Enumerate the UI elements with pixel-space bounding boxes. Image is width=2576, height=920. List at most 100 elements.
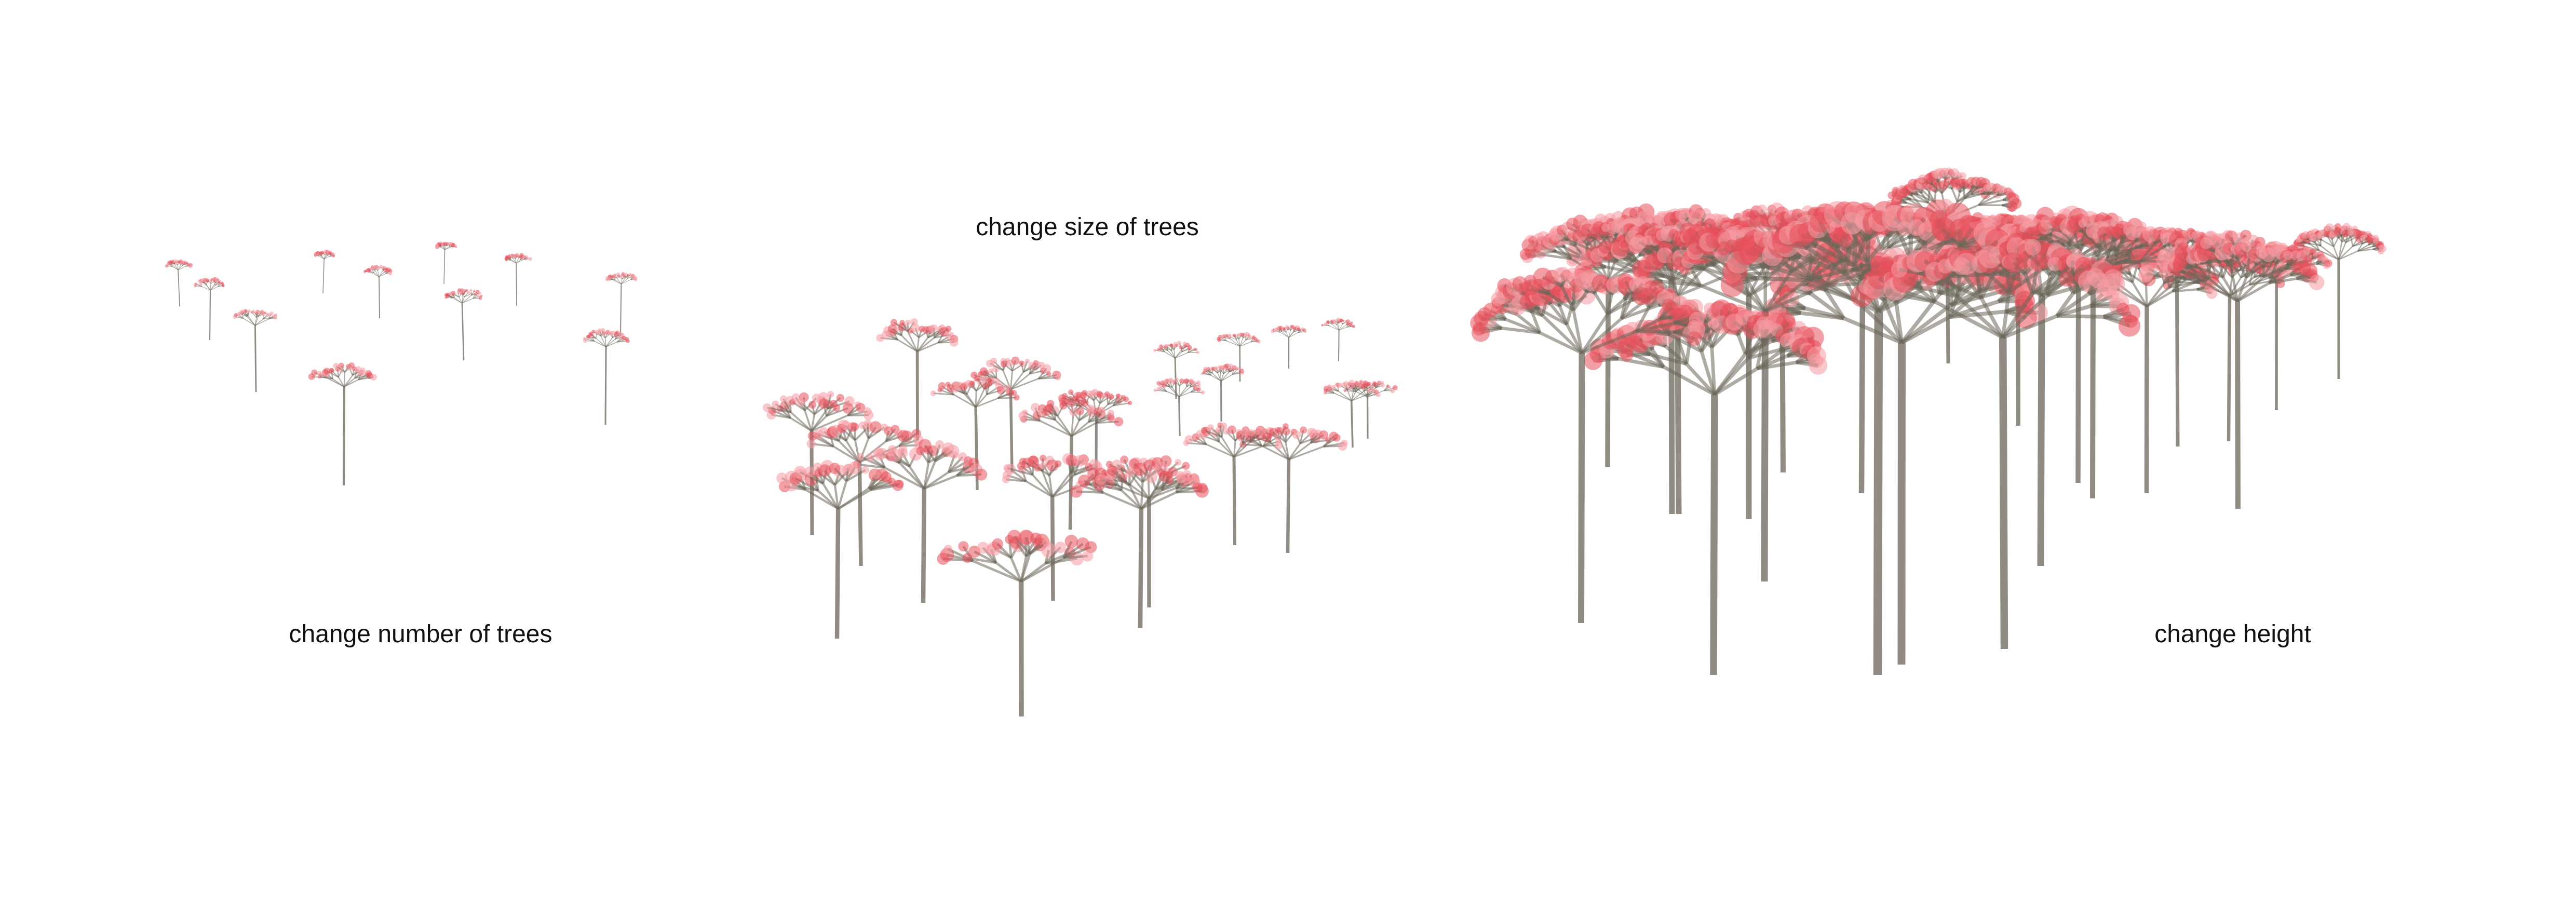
blossom [864,410,874,421]
tree [806,419,924,566]
tree [504,252,532,306]
blossom [1201,427,1208,434]
blossom [1248,335,1252,339]
blossom [1351,384,1355,388]
blossom [255,309,260,314]
blossom [2359,235,2366,241]
blossom [1207,424,1214,431]
blossom [1355,382,1360,387]
blossom [1184,435,1194,444]
trunk [857,462,863,566]
blossom [1375,393,1381,398]
blossom [1380,383,1385,388]
branch [1220,373,1224,382]
blossom [1285,325,1289,329]
blossom [1225,334,1229,337]
trunk [1178,396,1181,437]
branch [1356,391,1368,398]
branch [856,463,885,469]
blossom [455,246,457,248]
blossom [198,281,203,286]
blossom [1007,530,1021,544]
blossom [1348,380,1355,386]
blossom [221,284,225,288]
branch [1071,420,1080,437]
blossom [597,330,602,334]
blossom [617,331,622,335]
branch [254,316,259,326]
blossom [861,466,869,474]
branch [248,316,255,326]
blossom [1236,333,1239,336]
blossom [1233,333,1236,337]
blossom [1022,409,1028,415]
branch [1288,332,1294,338]
blossom [1274,441,1283,450]
blossom [1388,385,1391,389]
branch [377,270,380,277]
branch [1140,482,1144,509]
blossom [510,254,513,258]
blossom [1033,463,1042,472]
branch [321,255,325,260]
branch [1339,324,1346,331]
tree [776,459,904,639]
branch [178,264,181,270]
tree [444,288,483,361]
branch [1179,391,1191,397]
blossom [347,366,352,371]
blossom [988,368,994,374]
branch [1338,323,1340,331]
blossom [210,278,213,281]
trunk [1068,436,1073,530]
branch [975,398,998,408]
blossom [1337,382,1343,388]
blossom [1011,356,1020,365]
branch [584,338,595,342]
blossom [979,367,988,375]
blossom [1177,341,1182,346]
blossom [1179,378,1184,384]
branch [1338,390,1352,401]
blossom [935,440,945,449]
branch [1171,350,1176,359]
branch [444,247,451,250]
blossom [872,470,881,479]
branch [1332,324,1340,331]
blossom [990,357,997,365]
branch [811,415,827,432]
tree [1201,363,1245,422]
panel-change-size-of-trees [762,317,1398,717]
branch [604,337,606,347]
blossom [1115,394,1121,399]
branch [379,270,383,277]
blossom [526,256,529,259]
blossom [1239,332,1243,335]
branch [1217,373,1222,382]
blossom [614,273,617,277]
blossom [188,264,193,268]
branch [615,279,622,285]
blossom [1362,383,1367,388]
blossom [1107,409,1114,417]
blossom [1177,475,1185,483]
blossom [1104,391,1110,397]
blossom [1203,367,1208,371]
branch [1334,393,1352,401]
blossom [1293,327,1297,330]
branch [1229,368,1237,373]
blossom [819,427,829,437]
blossom [1188,346,1192,350]
tree [583,328,630,425]
branch [1167,350,1176,359]
branch [379,273,386,277]
blossom [888,324,897,333]
branch [1010,378,1039,390]
tree [1321,317,1356,362]
blossom [1197,383,1201,387]
blossom [1165,471,1173,480]
branch [458,297,463,304]
branch [1057,415,1073,437]
blossom [930,390,936,396]
branch [811,414,816,431]
